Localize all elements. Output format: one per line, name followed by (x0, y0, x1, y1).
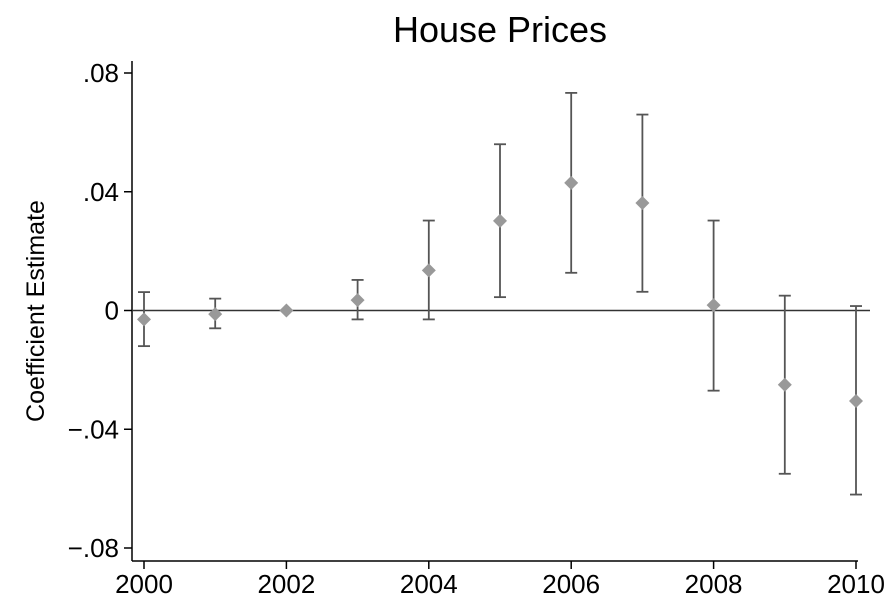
y-tick-label: 0 (105, 296, 119, 326)
x-tick-label: 2008 (685, 569, 743, 599)
y-tick-label: .08 (83, 58, 119, 88)
y-tick-label: −.04 (68, 414, 119, 444)
point-estimate-marker (493, 213, 507, 228)
x-tick-label: 2004 (400, 569, 458, 599)
point-estimate-marker (777, 377, 792, 392)
chart-title: House Prices (393, 9, 607, 50)
x-tick-label: 2000 (115, 569, 173, 599)
point-estimate-marker (279, 303, 294, 318)
point-estimate-marker (706, 298, 721, 313)
plot-area: .08 .04 0 −.04 −.08 2000 2002 2004 2006 2008 2010 (68, 58, 885, 599)
y-tick-label: −.08 (68, 533, 119, 563)
point-estimate-marker (421, 263, 436, 278)
x-tick-label: 2002 (257, 569, 315, 599)
point-estimate-marker (208, 307, 223, 322)
point-estimate-marker (137, 312, 151, 327)
x-tick-label: 2010 (827, 569, 885, 599)
point-estimate-marker (849, 394, 863, 409)
point-estimate-marker (564, 175, 579, 190)
point-estimate-marker (350, 293, 365, 308)
y-tick-label: .04 (83, 177, 119, 207)
x-tick-label: 2006 (542, 569, 600, 599)
y-axis-label: Coefficient Estimate (22, 200, 50, 422)
point-estimate-marker (635, 196, 650, 211)
